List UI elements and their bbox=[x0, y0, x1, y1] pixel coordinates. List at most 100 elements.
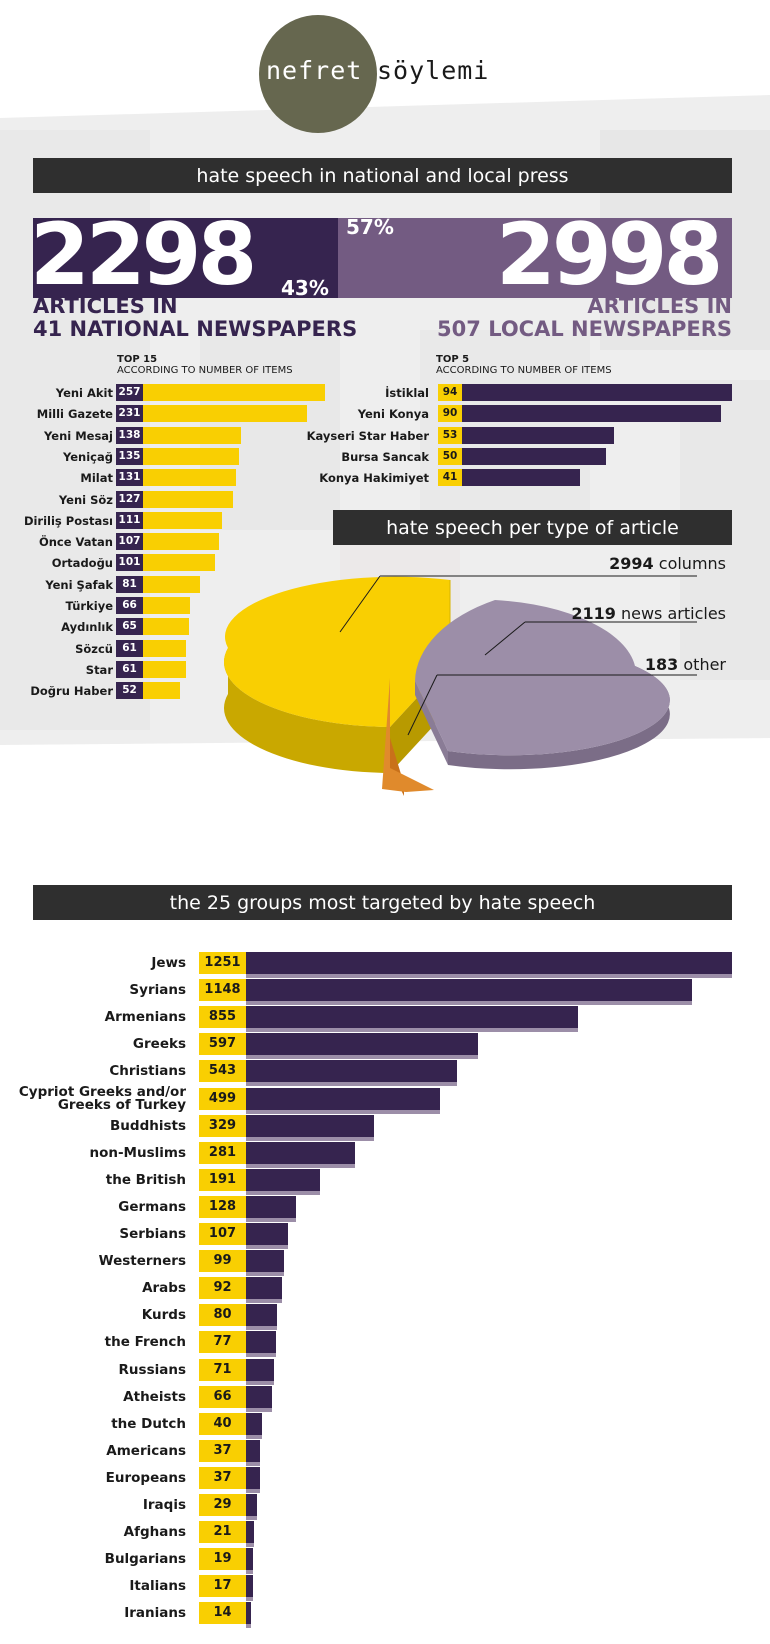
group-label-line: Iraqis bbox=[142, 1497, 186, 1513]
group-bar bbox=[246, 1168, 321, 1191]
national-bar-value: 131 bbox=[116, 469, 143, 487]
group-bar bbox=[246, 1466, 261, 1489]
national-bar-value: 65 bbox=[116, 618, 143, 636]
national-bar bbox=[143, 490, 233, 508]
group-bar-label: Bulgarians bbox=[104, 1551, 186, 1568]
group-bar-label: Russians bbox=[119, 1363, 186, 1377]
group-bar-shadow bbox=[246, 1136, 374, 1141]
group-bar-label: Kurds bbox=[141, 1307, 186, 1324]
group-bar bbox=[246, 1006, 579, 1029]
national-total-band bbox=[33, 218, 338, 298]
group-label-line: Jews bbox=[151, 955, 186, 971]
group-label-line: Kurds bbox=[141, 1307, 186, 1324]
national-bar-value: 81 bbox=[116, 575, 143, 593]
group-bar bbox=[246, 1033, 478, 1056]
group-label-line: the Dutch bbox=[111, 1415, 186, 1432]
local-bar-value: 94 bbox=[438, 384, 462, 401]
group-bar-value: 329 bbox=[199, 1114, 246, 1137]
local-top-label: TOP 5 bbox=[436, 354, 470, 365]
local-percentage: 57% bbox=[346, 215, 394, 239]
local-bar-value: 41 bbox=[438, 469, 462, 487]
group-bar-value: 21 bbox=[199, 1521, 246, 1544]
group-bar bbox=[246, 979, 692, 1002]
group-bar-shadow bbox=[246, 1163, 356, 1168]
local-bar-label: Yeni Konya bbox=[357, 407, 429, 422]
national-bar bbox=[143, 511, 222, 529]
group-bar-label: the Dutch bbox=[111, 1415, 186, 1432]
national-bar-value: 61 bbox=[116, 639, 143, 657]
national-top-label: TOP 15 bbox=[117, 354, 158, 365]
group-bar bbox=[246, 1602, 252, 1625]
group-bar-value: 14 bbox=[199, 1602, 246, 1625]
group-bar-value: 597 bbox=[199, 1033, 246, 1056]
group-bar bbox=[246, 1250, 285, 1273]
group-bar-label: Armenians bbox=[105, 1010, 186, 1024]
group-bar bbox=[246, 1494, 258, 1516]
national-bar-label: Yeniçağ bbox=[62, 449, 113, 464]
group-bar-value: 107 bbox=[199, 1223, 246, 1245]
group-label-line: Bulgarians bbox=[104, 1551, 186, 1568]
group-bar-shadow bbox=[246, 1082, 457, 1087]
national-bar bbox=[143, 660, 187, 678]
group-label-line: Iranians bbox=[124, 1605, 186, 1622]
national-bar bbox=[143, 639, 187, 657]
section-title-targeted-groups: the 25 groups most targeted by hate spee… bbox=[33, 885, 732, 920]
group-bar-shadow bbox=[246, 1407, 272, 1412]
group-bar bbox=[246, 1114, 374, 1137]
national-bar bbox=[143, 554, 215, 572]
group-bar-value: 71 bbox=[199, 1358, 246, 1381]
local-bar-label: İstiklal bbox=[385, 386, 429, 400]
group-bar bbox=[246, 1223, 288, 1245]
group-bar-label: Iranians bbox=[124, 1605, 186, 1622]
pie-slice-news-articles bbox=[415, 600, 670, 770]
group-bar-value: 77 bbox=[199, 1331, 246, 1354]
group-bar-value: 19 bbox=[199, 1548, 246, 1571]
group-label-line: Buddhists bbox=[110, 1117, 186, 1134]
national-bar-value: 101 bbox=[116, 554, 143, 572]
local-bar-label: Konya Hakimiyet bbox=[319, 471, 429, 486]
group-bar bbox=[246, 1087, 440, 1110]
national-bar-value: 135 bbox=[116, 447, 143, 465]
local-subtitle-line1: ARTICLES IN bbox=[587, 294, 732, 318]
national-bar bbox=[143, 426, 241, 444]
group-label-line: Greeks bbox=[132, 1036, 186, 1053]
group-bar-value: 99 bbox=[199, 1250, 246, 1273]
leader-line-news bbox=[484, 621, 526, 656]
national-bar-value: 111 bbox=[116, 511, 143, 529]
group-bar bbox=[246, 1548, 254, 1571]
local-bar-value: 53 bbox=[438, 426, 462, 444]
group-bar-label: Atheists bbox=[123, 1390, 186, 1404]
group-bar-label: Christians bbox=[109, 1065, 186, 1079]
local-bar bbox=[462, 384, 732, 401]
national-bar-value: 52 bbox=[116, 682, 143, 700]
group-bar-shadow bbox=[246, 1272, 285, 1277]
group-bar-shadow bbox=[246, 1488, 261, 1493]
national-bar-value: 257 bbox=[116, 384, 143, 401]
group-bar-shadow bbox=[246, 1543, 255, 1548]
national-top-sublabel: ACCORDING TO NUMBER OF ITEMS bbox=[117, 365, 293, 376]
national-bar-label: Doğru Haber bbox=[30, 684, 113, 699]
group-bar-shadow bbox=[246, 1245, 288, 1249]
group-bar-value: 37 bbox=[199, 1439, 246, 1462]
logo-text-soylemi: söylemi bbox=[377, 56, 490, 85]
group-bar-value: 1148 bbox=[199, 979, 246, 1002]
national-bar-label: Yeni Mesaj bbox=[44, 428, 113, 443]
national-bar-label: Ortadoğu bbox=[51, 556, 113, 571]
local-bar bbox=[462, 469, 580, 487]
group-bar bbox=[246, 1141, 356, 1164]
section-title-press: hate speech in national and local press bbox=[33, 158, 732, 193]
national-bar-label: Milat bbox=[80, 471, 113, 486]
group-bar-label: non-Muslims bbox=[89, 1146, 186, 1160]
group-bar-shadow bbox=[246, 1028, 579, 1033]
group-bar-value: 40 bbox=[199, 1412, 246, 1435]
group-bar-shadow bbox=[246, 1597, 253, 1602]
group-label-line: Germans bbox=[118, 1198, 186, 1215]
national-bar bbox=[143, 618, 190, 636]
national-bar bbox=[143, 405, 307, 423]
group-bar bbox=[246, 1331, 276, 1354]
article-type-pie-chart bbox=[223, 575, 697, 796]
group-bar bbox=[246, 1060, 457, 1083]
national-subtitle-line2: 41 NATIONAL NEWSPAPERS bbox=[33, 317, 358, 341]
group-bar bbox=[246, 1304, 278, 1327]
group-label-line: Europeans bbox=[105, 1469, 186, 1486]
